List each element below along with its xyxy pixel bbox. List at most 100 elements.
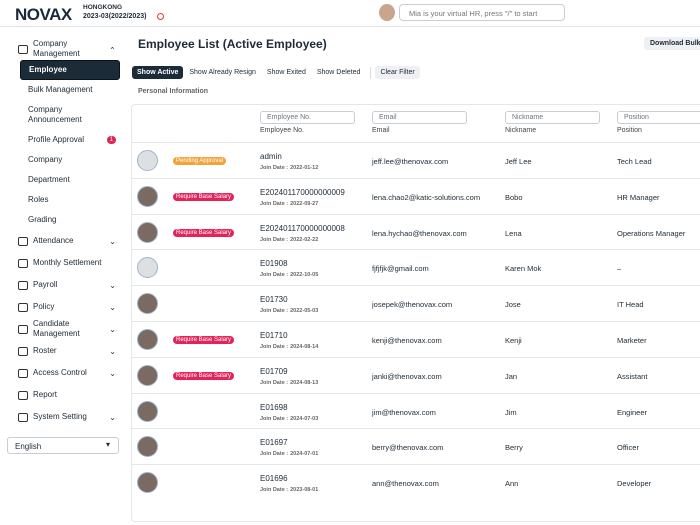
employee-avatar bbox=[137, 436, 158, 458]
page-title: Employee List (Active Employee) bbox=[138, 37, 327, 51]
column-header: Nickname bbox=[505, 127, 537, 134]
join-date-label: Join Date : bbox=[260, 487, 289, 494]
alert-icon bbox=[157, 13, 164, 20]
employee-avatar bbox=[137, 400, 158, 422]
header-divider bbox=[0, 26, 700, 27]
menu-item[interactable]: Policy ⌄ bbox=[0, 296, 128, 318]
table-row[interactable]: Require Base Salary E202401170000000009 Jo… bbox=[131, 177, 700, 215]
table-row[interactable]: E01698 Join Date :2024-07-03 jim@thenovax.… bbox=[131, 392, 700, 430]
status-badge: Require Base Salary bbox=[173, 371, 235, 380]
nickname: Bobo bbox=[505, 192, 523, 202]
submenu-label: Grading bbox=[28, 215, 57, 224]
tab[interactable]: Show Active bbox=[132, 66, 184, 79]
search-input[interactable]: Mia is your virtual HR, press "/" to sta… bbox=[399, 4, 565, 21]
dropdown-arrow: ▾ bbox=[105, 440, 110, 449]
join-date: Join Date :2024-08-14 bbox=[260, 344, 318, 350]
language-select[interactable]: English ▾ bbox=[7, 437, 119, 454]
menu-item[interactable]: Report bbox=[0, 384, 128, 406]
period[interactable]: 2023-03(2022/2023) bbox=[83, 13, 147, 20]
column-filter[interactable]: Email bbox=[372, 111, 467, 124]
position: Developer bbox=[617, 479, 652, 489]
submenu-item[interactable]: Roles bbox=[20, 190, 120, 210]
join-date-value: 2024-08-13 bbox=[290, 379, 319, 386]
table-row[interactable]: E01908 Join Date :2022-10-05 fjfjfjk@gmail… bbox=[131, 249, 700, 286]
submenu-item[interactable]: Employee bbox=[20, 60, 120, 80]
menu-item[interactable]: Candidate Management ⌄ bbox=[0, 318, 128, 340]
employee-no: E01696 bbox=[260, 474, 288, 484]
employee-avatar bbox=[137, 221, 158, 243]
column-filter[interactable]: Position bbox=[617, 111, 700, 124]
region[interactable]: HONGKONG bbox=[83, 4, 122, 11]
download-button[interactable]: Download Bulk I bbox=[644, 37, 700, 50]
join-date: Join Date :2024-07-01 bbox=[260, 451, 318, 457]
avatar[interactable] bbox=[379, 4, 395, 21]
chevron: ⌄ bbox=[109, 324, 116, 334]
join-date-label: Join Date : bbox=[260, 236, 289, 243]
tab[interactable]: Show Already Resign bbox=[189, 69, 256, 76]
menu-label: Attendance bbox=[33, 236, 74, 245]
menu-icon bbox=[18, 280, 28, 290]
submenu-item[interactable]: Bulk Management bbox=[20, 80, 120, 100]
chevron: ⌄ bbox=[109, 346, 116, 356]
employee-avatar bbox=[137, 293, 158, 315]
table-row[interactable]: Require Base Salary E01710 Join Date :2024… bbox=[131, 321, 700, 358]
menu-label: Monthly Settlement bbox=[33, 258, 102, 267]
email: lena.hychao@thenovax.com bbox=[372, 228, 467, 238]
table-row[interactable]: E01696 Join Date :2023-08-01 ann@thenovax.… bbox=[131, 464, 700, 501]
position: Engineer bbox=[617, 407, 648, 417]
submenu-label: Employee bbox=[29, 65, 67, 74]
join-date-value: 2022-02-22 bbox=[290, 236, 319, 243]
logo: NOVAX bbox=[15, 5, 72, 24]
tab[interactable]: Show Deleted bbox=[316, 69, 361, 76]
menu-item[interactable]: System Setting ⌄ bbox=[0, 406, 128, 428]
email: jim@thenovax.com bbox=[372, 407, 436, 417]
submenu-item[interactable]: Profile Approval 1 bbox=[20, 130, 120, 150]
menu-item[interactable]: Access Control ⌄ bbox=[0, 362, 128, 384]
section-label: Personal Information bbox=[138, 88, 209, 95]
table-row[interactable]: Require Base Salary E01709 Join Date :2024… bbox=[131, 356, 700, 394]
employee-no: E01730 bbox=[260, 295, 288, 305]
submenu-label: Company Announcement bbox=[28, 105, 82, 124]
submenu-item[interactable]: Grading bbox=[20, 210, 120, 230]
submenu-item[interactable]: Company Announcement bbox=[20, 100, 120, 130]
employee-avatar bbox=[137, 185, 158, 207]
menu-icon bbox=[18, 302, 28, 312]
menu-item[interactable]: Roster ⌄ bbox=[0, 340, 128, 362]
email: jeff.lee@thenovax.com bbox=[372, 157, 449, 166]
menu-item[interactable]: Monthly Settlement bbox=[0, 252, 128, 274]
table-row[interactable]: Pending Approval admin Join Date :2022-01-… bbox=[131, 142, 700, 179]
join-date-label: Join Date : bbox=[260, 165, 289, 171]
menu-label: Company Management bbox=[33, 39, 80, 58]
table-row[interactable]: E01697 Join Date :2024-07-01 berry@thenova… bbox=[131, 428, 700, 465]
column-filter[interactable]: Employee No. bbox=[260, 111, 355, 124]
table-row[interactable]: Require Base Salary E202401170000000008 Jo… bbox=[131, 213, 700, 251]
tab[interactable]: Show Exited bbox=[266, 69, 306, 76]
position: HR Manager bbox=[617, 192, 660, 202]
menu-item[interactable]: Payroll ⌄ bbox=[0, 274, 128, 296]
menu-icon bbox=[18, 346, 28, 356]
column-header: Email bbox=[372, 127, 390, 134]
menu-item[interactable]: Company Management ⌄ bbox=[0, 38, 128, 60]
menu-icon bbox=[18, 368, 28, 378]
position: Operations Manager bbox=[617, 228, 686, 238]
position: Assistant bbox=[617, 371, 648, 381]
clear-filter-button[interactable]: Clear Filter bbox=[375, 66, 420, 79]
column-filter[interactable]: Nickname bbox=[505, 111, 600, 124]
join-date-value: 2022-10-05 bbox=[290, 272, 319, 279]
employee-avatar bbox=[137, 472, 158, 494]
submenu-item[interactable]: Department bbox=[20, 170, 120, 190]
join-date-value: 2022-01-12 bbox=[290, 165, 319, 171]
employee-no: E202401170000000008 bbox=[260, 223, 345, 233]
employee-no: E01697 bbox=[260, 438, 288, 448]
badge: 1 bbox=[106, 136, 116, 144]
status-badge: Require Base Salary bbox=[173, 192, 235, 201]
table-row[interactable]: E01730 Join Date :2022-05-03 josepek@theno… bbox=[131, 285, 700, 322]
menu-label: System Setting bbox=[33, 412, 87, 421]
nickname: Berry bbox=[505, 443, 523, 453]
employee-no: admin bbox=[260, 152, 282, 161]
submenu-item[interactable]: Company bbox=[20, 150, 120, 170]
menu-item[interactable]: Attendance ⌄ bbox=[0, 230, 128, 252]
join-date-label: Join Date : bbox=[260, 379, 289, 386]
status-badge: Require Base Salary bbox=[173, 228, 235, 237]
